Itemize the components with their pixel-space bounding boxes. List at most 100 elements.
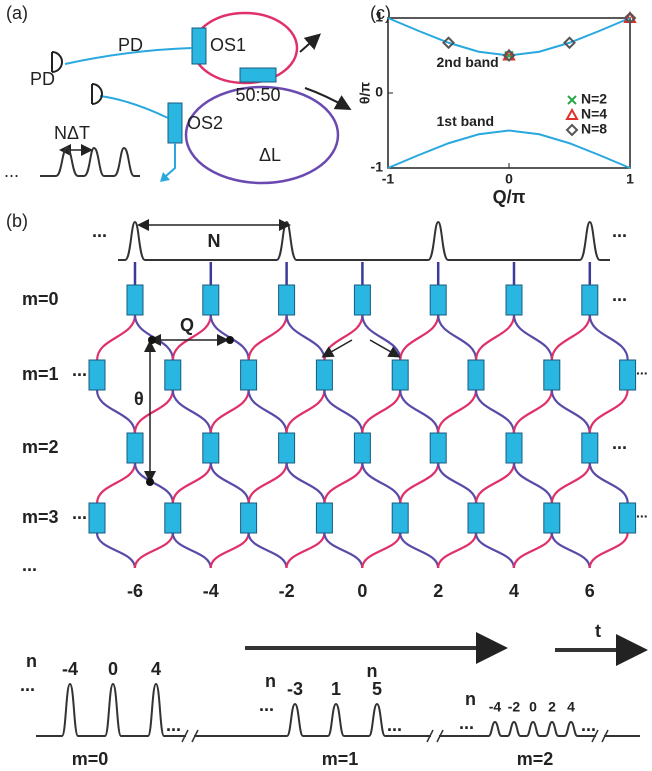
ellipsis: ... xyxy=(636,505,648,521)
pd-label: PD xyxy=(118,35,143,55)
node-dot xyxy=(226,336,234,344)
trace-label: m=2 xyxy=(517,749,554,769)
y-tick-label: -1 xyxy=(371,159,384,175)
pd-label: PD xyxy=(30,69,55,89)
waveguide xyxy=(135,463,173,503)
ellipsis: ... xyxy=(612,285,627,305)
y-tick-label: 1 xyxy=(375,9,383,25)
waveguide xyxy=(287,315,325,360)
x-tick-label: 1 xyxy=(626,171,634,187)
waveguide xyxy=(400,533,438,568)
pulse-label: 0 xyxy=(108,659,118,679)
waveguide xyxy=(552,463,590,503)
beam-splitter xyxy=(506,433,522,463)
switch-os1 xyxy=(192,28,206,64)
pulse-label: -2 xyxy=(508,699,521,715)
waveguide xyxy=(173,463,211,503)
waveguide xyxy=(552,390,590,433)
column-label: 6 xyxy=(585,581,595,601)
waveguide xyxy=(514,390,552,433)
beam-splitter xyxy=(354,433,370,463)
waveguide xyxy=(324,390,362,433)
beam-splitter xyxy=(165,503,181,533)
column-label: -2 xyxy=(279,581,295,601)
pulse-label: 4 xyxy=(567,699,575,715)
waveguide xyxy=(552,533,590,568)
beam-splitter xyxy=(430,285,446,315)
spacing-label: NΔT xyxy=(54,123,90,143)
panel-label: (a) xyxy=(6,3,28,23)
waveguide xyxy=(97,390,135,433)
waveguide xyxy=(173,533,211,568)
row-label: m=2 xyxy=(22,437,59,457)
waveguide xyxy=(173,390,211,433)
q-label: Q xyxy=(180,315,194,335)
waveguide xyxy=(590,463,628,503)
n-label: n xyxy=(265,671,276,691)
waveguide xyxy=(97,533,135,568)
waveguide xyxy=(438,533,476,568)
waveguide xyxy=(514,533,552,568)
waveguide xyxy=(97,315,135,360)
fiber xyxy=(100,96,168,118)
waveguide xyxy=(590,533,628,568)
waveguide xyxy=(514,315,552,360)
beam-splitter xyxy=(468,360,484,390)
column-label: 4 xyxy=(509,581,519,601)
waveguide xyxy=(249,390,287,433)
ellipsis: ... xyxy=(259,695,274,715)
n-label: n xyxy=(465,689,476,709)
beam-splitter xyxy=(354,285,370,315)
ellipsis: ... xyxy=(387,715,402,735)
mesh: m=0m=1m=2m=3...........................-… xyxy=(22,221,648,681)
waveguide xyxy=(135,533,173,568)
ellipsis: ... xyxy=(4,161,19,181)
waveguide xyxy=(476,533,514,568)
waveguide xyxy=(438,390,476,433)
beam-splitter xyxy=(316,360,332,390)
column-label: 0 xyxy=(357,581,367,601)
y-tick-label: 0 xyxy=(375,84,383,100)
column-label: -4 xyxy=(203,581,219,601)
figure: (a) PD PD OS1 OS2 50:50 ΔL NΔT ... (c) -… xyxy=(0,0,652,771)
pulse-label: 0 xyxy=(529,699,537,715)
beam-splitter xyxy=(127,285,143,315)
waveguide xyxy=(438,463,476,503)
waveguide xyxy=(249,533,287,568)
beam-splitter xyxy=(241,360,257,390)
ellipsis: ... xyxy=(581,715,596,735)
coupler-label: 50:50 xyxy=(235,85,280,105)
legend-label: N=4 xyxy=(581,106,607,122)
pulse-label: 1 xyxy=(331,679,341,699)
beam-splitter xyxy=(203,433,219,463)
beam-splitter xyxy=(544,503,560,533)
waveguide xyxy=(362,533,400,568)
waveguide xyxy=(211,463,249,503)
ellipsis: ... xyxy=(612,221,627,241)
theta-label: θ xyxy=(134,389,144,409)
beam-splitter xyxy=(582,433,598,463)
waveguide xyxy=(249,463,287,503)
waveguide xyxy=(476,390,514,433)
legend-marker xyxy=(567,110,577,119)
legend-label: N=2 xyxy=(581,91,607,107)
split-arrow xyxy=(370,340,398,356)
pulse-label: 5 xyxy=(372,679,382,699)
beam-splitter xyxy=(127,433,143,463)
waveguide xyxy=(400,390,438,433)
node-dot xyxy=(148,336,156,344)
waveguide xyxy=(97,463,135,503)
beam-splitter xyxy=(241,503,257,533)
beam-splitter xyxy=(430,433,446,463)
beam-splitter xyxy=(392,360,408,390)
pulse-label: -3 xyxy=(287,679,303,699)
ellipsis: ... xyxy=(92,221,107,241)
x-axis-label: Q/π xyxy=(493,187,526,207)
row-label: m=3 xyxy=(22,507,59,527)
band-label: 2nd band xyxy=(437,54,499,70)
legend-label: N=8 xyxy=(581,121,607,137)
beam-splitter xyxy=(89,360,105,390)
os1-label: OS1 xyxy=(210,35,246,55)
legend-marker xyxy=(568,96,576,104)
waveguide xyxy=(590,390,628,433)
